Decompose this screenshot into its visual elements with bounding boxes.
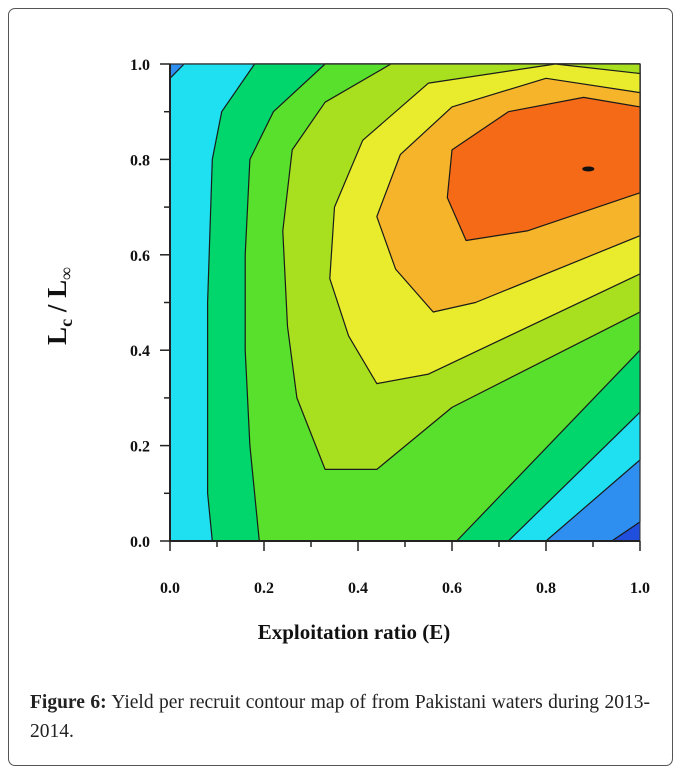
y-axis-label-sub: c <box>56 319 76 327</box>
figure-caption: Figure 6: Yield per recruit contour map … <box>30 688 650 746</box>
contour-layer <box>169 63 641 542</box>
y-tick-label: 0.0 <box>130 534 150 551</box>
y-tick-label: 0.8 <box>130 152 150 169</box>
x-tick-label: 1.0 <box>630 580 650 597</box>
x-tick-label: 0.8 <box>536 580 556 597</box>
x-tick-label: 0.2 <box>254 580 274 597</box>
tick-layer: 0.0 0.2 0.4 0.6 0.8 1.0 0.0 0.2 0.4 0.6 0.8 1.0 <box>130 57 650 597</box>
y-tick-label: 0.6 <box>130 248 150 265</box>
y-axis-label-mid: / L <box>42 280 72 319</box>
x-tick-label: 0.4 <box>348 580 368 597</box>
contour-level-9 <box>446 96 641 242</box>
y-axis-label-sub2: ∞ <box>56 267 76 280</box>
y-tick-label: 0.2 <box>130 439 150 456</box>
y-axis-label: Lc / L∞ <box>42 267 76 345</box>
x-tick-label: 0.6 <box>442 580 462 597</box>
figure-frame <box>8 8 673 766</box>
caption-label: Figure 6: <box>30 692 107 713</box>
y-tick-label: 0.4 <box>130 343 150 360</box>
y-axis-label-main: L <box>42 327 72 345</box>
y-tick-label: 1.0 <box>130 57 150 74</box>
contour-chart: 0.0 0.2 0.4 0.6 0.8 1.0 0.0 0.2 0.4 0.6 0.8 1.0 Exp… <box>42 57 650 644</box>
caption-text: Yield per recruit contour map of from Pa… <box>30 692 650 742</box>
x-axis-label: Exploitation ratio (E) <box>258 620 451 644</box>
maximum-marker <box>582 166 595 172</box>
x-tick-label: 0.0 <box>160 580 180 597</box>
